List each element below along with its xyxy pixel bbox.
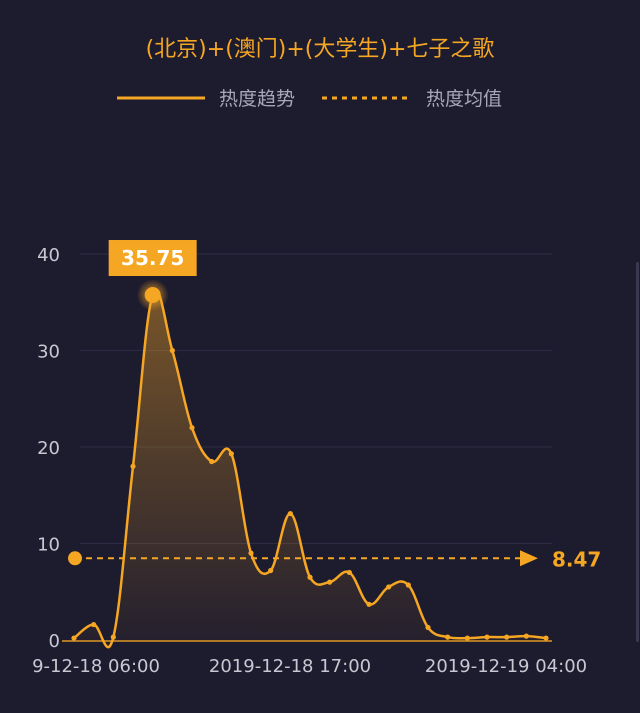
data-point[interactable] [91,621,97,628]
y-tick-label: 0 [49,631,60,652]
data-point[interactable] [484,634,490,640]
data-point[interactable] [268,567,274,574]
x-tick-label: 9-12-18 06:00 [32,656,160,677]
data-point[interactable] [209,458,215,465]
data-point[interactable] [543,635,549,641]
data-point[interactable] [327,579,333,585]
peak-label-box [108,240,197,277]
y-tick-label: 40 [37,245,60,266]
data-point[interactable] [248,550,254,556]
data-point[interactable] [130,463,136,469]
peak-point[interactable] [144,287,161,304]
data-point[interactable] [189,425,195,431]
data-point[interactable] [464,635,470,641]
data-point[interactable] [405,582,411,588]
data-point[interactable] [445,634,451,640]
series-area [74,290,546,648]
x-tick-label: 2019-12-19 04:00 [425,656,587,677]
data-point[interactable] [523,633,529,639]
data-point[interactable] [366,601,372,607]
legend: 热度趋势 热度均值 [117,88,502,110]
scrollbar[interactable] [636,262,639,642]
data-point[interactable] [504,634,510,640]
average-arrow-icon [520,550,538,567]
chart-title: (北京)+(澳门)+(大学生)+七子之歌 [146,37,495,62]
data-point[interactable] [228,451,234,457]
peak-value-label: 35.75 [121,246,184,270]
x-tick-label: 2019-12-18 17:00 [209,656,371,677]
data-point[interactable] [346,569,352,576]
average-value-label: 8.47 [552,547,601,571]
data-point[interactable] [425,624,431,631]
data-point[interactable] [386,584,392,590]
data-point[interactable] [110,634,116,640]
data-point[interactable] [287,510,293,517]
average-start-dot [68,551,82,566]
legend-label-average: 热度均值 [426,88,502,110]
y-tick-label: 30 [37,342,60,363]
data-point[interactable] [71,635,77,641]
legend-label-trend: 热度趋势 [219,88,295,110]
y-tick-label: 20 [37,438,60,459]
y-tick-label: 10 [37,535,60,556]
data-point[interactable] [169,347,175,354]
data-point[interactable] [307,574,313,580]
